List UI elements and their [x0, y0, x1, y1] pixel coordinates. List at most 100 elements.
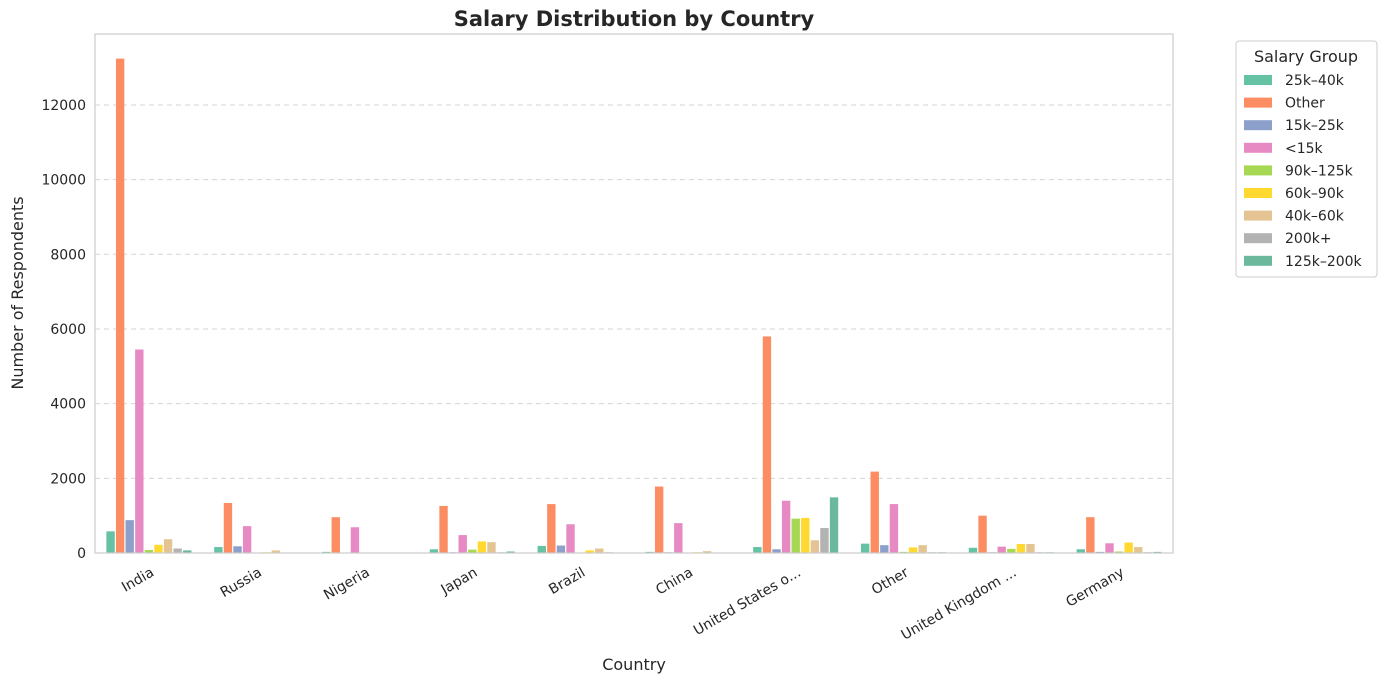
bar	[829, 497, 839, 553]
bar	[1007, 548, 1016, 553]
bar	[125, 520, 134, 553]
bar	[566, 524, 575, 553]
bar	[242, 526, 252, 553]
bar	[772, 549, 781, 553]
gridlines	[95, 104, 1173, 479]
legend: Salary Group 25k–40k Other 15k–25k <15k 90k–…	[1235, 40, 1378, 278]
x-tick-label: United Kingdom ...	[899, 565, 1020, 644]
x-tick-label: United States o...	[691, 565, 804, 639]
bar	[487, 542, 496, 553]
bar	[753, 547, 762, 553]
bar	[144, 550, 154, 553]
legend-title: Salary Group	[1254, 47, 1358, 66]
bar	[223, 502, 233, 553]
bar	[1086, 517, 1095, 553]
bar	[106, 531, 115, 553]
legend-swatch	[1244, 233, 1272, 244]
bar	[968, 547, 978, 553]
x-tick-labels: India Russia Nigeria Japan Brazil ChinaUnited…	[119, 564, 1127, 643]
legend-label: Other	[1285, 96, 1325, 112]
legend-swatch	[1244, 210, 1272, 221]
x-tick-label: Brazil	[546, 565, 588, 598]
bar	[781, 500, 791, 553]
bar	[654, 486, 664, 553]
bar	[506, 551, 515, 553]
bar	[439, 505, 448, 553]
y-tick-label: 4000	[50, 397, 86, 413]
bar	[1124, 542, 1133, 553]
bar	[135, 349, 144, 553]
legend-swatch	[1244, 75, 1272, 85]
y-tick-label: 0	[77, 546, 86, 562]
y-tick-label: 2000	[50, 471, 86, 487]
bar	[791, 518, 800, 553]
x-axis-label: Country	[602, 655, 666, 674]
bar	[547, 504, 556, 553]
plot-frame	[94, 33, 1174, 554]
y-tick-label: 10000	[41, 173, 86, 189]
bar	[183, 550, 192, 553]
bar	[860, 543, 870, 553]
bar	[889, 504, 899, 553]
legend-swatch	[1244, 165, 1272, 176]
bar	[1076, 549, 1085, 553]
bar	[115, 58, 125, 553]
bar	[154, 544, 163, 553]
legend-swatch	[1244, 188, 1272, 198]
bar	[331, 517, 340, 553]
bar	[820, 527, 829, 553]
bars	[106, 58, 1162, 553]
chart-title: Salary Distribution by Country	[454, 7, 815, 31]
bar	[810, 540, 820, 553]
bar	[477, 541, 487, 553]
bar	[233, 546, 242, 553]
bar	[585, 550, 594, 553]
y-tick-labels: 0 2000 4000 6000 8000 10000 12000	[41, 98, 86, 562]
bar	[1114, 551, 1124, 553]
y-tick-label: 8000	[50, 247, 86, 263]
legend-label: 15k–25k	[1285, 118, 1345, 134]
bar	[468, 549, 477, 553]
legend-label: 200k+	[1285, 231, 1332, 247]
bar	[595, 548, 604, 553]
bar	[762, 336, 772, 553]
legend-label: 25k–40k	[1285, 73, 1345, 89]
bar	[1134, 547, 1143, 553]
bar	[997, 546, 1006, 553]
bar	[271, 550, 281, 553]
x-tick-label: India	[119, 565, 157, 596]
y-tick-label: 6000	[50, 322, 86, 338]
bar	[214, 547, 223, 553]
x-tick-label: Germany	[1063, 565, 1127, 611]
bar	[1016, 544, 1026, 553]
bar	[537, 545, 546, 553]
bar	[1105, 543, 1114, 553]
bar	[429, 549, 439, 553]
x-tick-label: Russia	[218, 565, 265, 601]
bar	[556, 545, 566, 553]
bar	[173, 548, 182, 553]
x-tick-label: Nigeria	[321, 565, 372, 604]
legend-items: 25k–40k Other 15k–25k <15k 90k–125k 60k–90k 40…	[1244, 73, 1363, 270]
legend-label: 40k–60k	[1285, 209, 1345, 225]
bar	[1026, 544, 1035, 553]
x-tick-label: China	[653, 565, 696, 599]
x-tick-label: Japan	[438, 565, 481, 599]
bar	[918, 545, 927, 553]
bar	[702, 551, 712, 553]
legend-swatch	[1244, 97, 1272, 108]
bar	[880, 545, 889, 553]
y-axis-label: Number of Respondents	[8, 196, 27, 389]
y-tick-label: 12000	[41, 98, 86, 114]
bar	[458, 535, 467, 553]
legend-label: 60k–90k	[1285, 186, 1345, 202]
bar	[350, 527, 360, 553]
bar	[908, 547, 918, 553]
legend-label: <15k	[1285, 141, 1324, 157]
legend-swatch	[1244, 120, 1272, 131]
bar	[674, 523, 683, 553]
bar	[978, 515, 987, 553]
legend-label: 125k–200k	[1285, 254, 1363, 270]
